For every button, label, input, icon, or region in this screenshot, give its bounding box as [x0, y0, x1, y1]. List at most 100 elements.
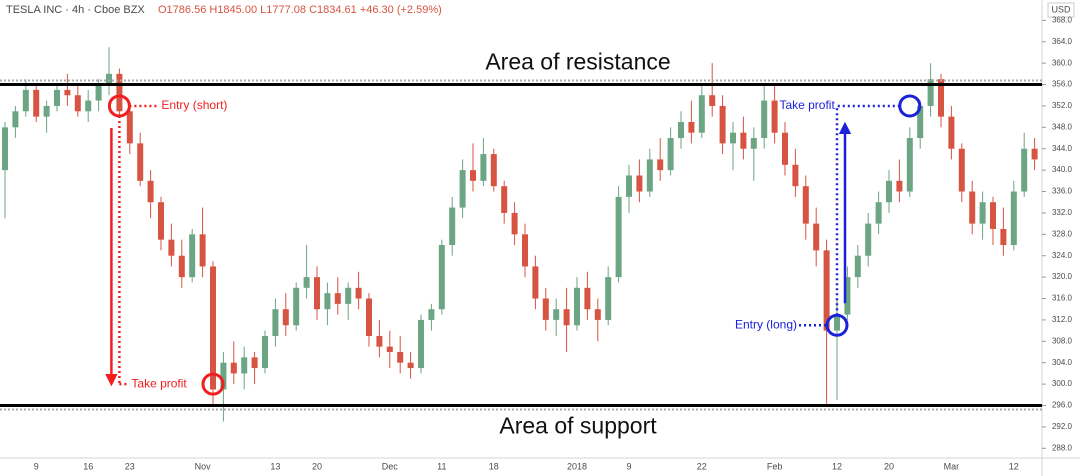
candle-body: [324, 293, 331, 310]
annotation-label: Entry (short): [161, 98, 227, 112]
x-tick-label: 2018: [567, 461, 587, 471]
y-tick-label: 316.0: [1052, 294, 1073, 303]
symbol-title: TESLA INC · 4h · Cboe BZX: [6, 4, 145, 16]
candle-body: [678, 121, 684, 139]
candle-body: [126, 111, 133, 144]
candle-body: [1031, 148, 1038, 160]
candle-body: [574, 287, 580, 326]
candle-body: [688, 121, 695, 133]
x-tick-label: 20: [884, 461, 894, 471]
candle-body: [990, 202, 996, 229]
y-tick-label: 364.0: [1052, 37, 1073, 46]
candle-body: [366, 298, 372, 336]
candle-body: [698, 95, 705, 133]
candle-body: [615, 196, 622, 278]
candle-body: [428, 309, 435, 320]
x-tick-label: 11: [437, 461, 446, 471]
candle-body: [272, 309, 279, 336]
candle-body: [979, 202, 986, 224]
annotation-label: Take profit: [131, 376, 187, 390]
y-tick-label: 312.0: [1052, 315, 1073, 324]
candle-body: [896, 180, 903, 192]
y-tick-label: 360.0: [1052, 58, 1073, 67]
y-tick-label: 336.0: [1052, 187, 1073, 196]
y-tick-label: 332.0: [1052, 208, 1073, 217]
candle-body: [158, 202, 164, 240]
x-tick-label: 23: [125, 461, 135, 471]
x-tick-label: 18: [489, 461, 499, 471]
candle-body: [470, 170, 476, 181]
candle-body: [522, 234, 528, 267]
candle-body: [407, 362, 414, 369]
candle-body: [168, 239, 175, 256]
candle-body: [782, 132, 788, 165]
x-tick-label: 9: [626, 461, 631, 471]
candle-body: [802, 186, 809, 224]
x-tick-label: Mar: [944, 461, 960, 471]
candle-body: [501, 186, 508, 213]
x-tick-label: Nov: [195, 461, 212, 471]
candle-body: [813, 223, 820, 251]
candle-body: [251, 357, 258, 369]
candle-body: [12, 111, 19, 128]
candle-body: [33, 89, 40, 117]
candle-body: [927, 79, 934, 106]
candle-body: [1021, 148, 1028, 192]
annotation-label: Take profit: [779, 98, 835, 112]
candle-body: [22, 89, 29, 112]
candle-body: [834, 314, 840, 331]
annotation-label: Entry (long): [735, 317, 797, 331]
candle-body: [646, 159, 653, 192]
candle-body: [116, 73, 123, 112]
candle-body: [844, 277, 851, 315]
candle-body: [969, 191, 976, 224]
x-tick-label: Feb: [767, 461, 783, 471]
y-tick-label: 356.0: [1052, 80, 1073, 89]
candle-body: [854, 255, 861, 278]
x-tick-label: 22: [697, 461, 707, 471]
y-tick-label: 300.0: [1052, 379, 1073, 388]
candle-body: [386, 346, 393, 353]
y-tick-label: 324.0: [1052, 251, 1073, 260]
candle-body: [230, 362, 237, 374]
x-tick-label: 9: [34, 461, 39, 471]
candle-body: [199, 234, 206, 267]
candle-body: [730, 132, 736, 144]
candle-body: [459, 170, 466, 208]
candle-body: [1000, 228, 1007, 246]
y-tick-label: 304.0: [1052, 358, 1073, 367]
candle-body: [106, 73, 112, 85]
candle-body: [376, 335, 383, 347]
x-tick-label: 16: [83, 461, 93, 471]
candle-body: [282, 309, 289, 326]
y-tick-label: 352.0: [1052, 101, 1073, 110]
candle-body: [334, 293, 341, 304]
candle-body: [792, 164, 799, 187]
candle-body: [886, 180, 892, 203]
candle-body: [532, 266, 539, 299]
candle-body: [823, 250, 830, 331]
candle-body: [449, 207, 456, 246]
y-tick-label: 348.0: [1052, 122, 1073, 131]
y-tick-label: 340.0: [1052, 165, 1073, 174]
candle-body: [480, 154, 487, 181]
candle-body: [938, 79, 944, 117]
candle-body: [958, 148, 965, 192]
candle-body: [667, 138, 674, 171]
y-tick-label: 344.0: [1052, 144, 1073, 153]
candle-body: [355, 287, 362, 299]
currency: USD: [1051, 4, 1071, 14]
candle-body: [553, 309, 560, 320]
currency-box: [1047, 2, 1075, 18]
candle-body: [490, 154, 497, 187]
candle-body: [438, 245, 445, 310]
candle-body: [761, 100, 768, 139]
candle-body: [865, 223, 872, 256]
candle-body: [626, 175, 632, 197]
candle-body: [397, 352, 404, 363]
candle-body: [314, 277, 320, 310]
candle-body: [345, 287, 352, 304]
candle-body: [2, 127, 8, 171]
candle-body: [85, 100, 92, 112]
